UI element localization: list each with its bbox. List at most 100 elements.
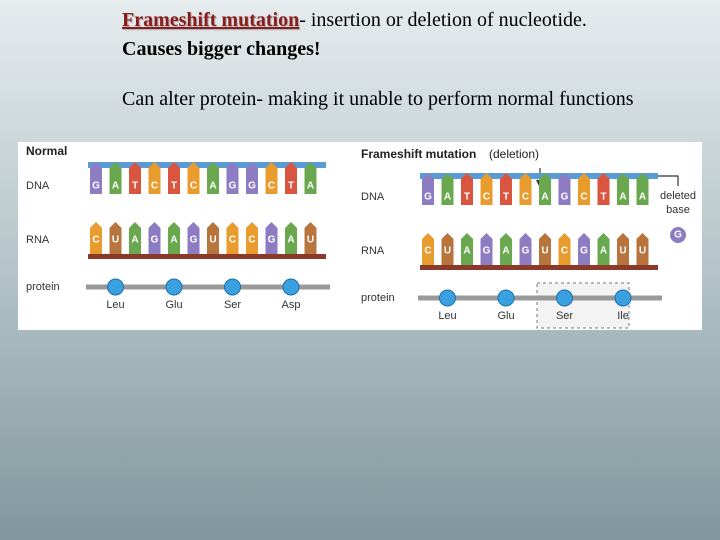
base-tip [285, 162, 297, 168]
base-letter: C [248, 235, 255, 246]
base-tip [480, 173, 493, 179]
base-stem [519, 239, 532, 265]
base-tip [187, 222, 200, 228]
base-letter: C [190, 181, 197, 192]
base-letter: A [600, 246, 607, 257]
base-letter: U [209, 235, 216, 246]
base-stem [207, 228, 219, 254]
amino-acid-label: Leu [106, 299, 124, 311]
base-tip [422, 173, 434, 179]
base-stem [558, 239, 571, 265]
base-stem [207, 168, 219, 194]
rna-backbone [420, 265, 658, 270]
base-tip [265, 162, 278, 168]
base-stem [480, 239, 493, 265]
row-label: RNA [361, 245, 385, 257]
base-stem [422, 239, 434, 265]
base-stem [148, 228, 161, 254]
base-tip [441, 173, 454, 179]
base-tip [304, 222, 317, 228]
base-letter: T [288, 181, 294, 192]
base-stem [109, 228, 122, 254]
amino-acid-label: Ser [556, 310, 573, 322]
base-stem [539, 179, 551, 205]
heading-definition: - insertion or deletion of nucleotide. [299, 9, 587, 31]
rna-backbone [88, 254, 326, 259]
base-stem [597, 239, 610, 265]
base-letter: C [561, 246, 568, 257]
base-stem [304, 228, 317, 254]
base-letter: A [170, 235, 177, 246]
base-letter: A [112, 181, 119, 192]
base-letter: G [561, 192, 569, 203]
base-letter: T [464, 192, 470, 203]
base-tip [168, 222, 180, 228]
row-label: protein [361, 292, 395, 304]
base-stem [422, 179, 434, 205]
base-letter: A [131, 235, 138, 246]
base-stem [304, 168, 317, 194]
base-tip [558, 173, 571, 179]
base-letter: A [444, 192, 451, 203]
base-tip [109, 162, 122, 168]
base-letter: U [541, 246, 548, 257]
base-letter: G [151, 235, 159, 246]
panel-subtitle: (deletion) [489, 147, 539, 161]
amino-acid [282, 278, 300, 296]
base-letter: A [639, 192, 646, 203]
panel-title: Frameshift mutation [361, 147, 476, 161]
heading-line: Frameshift mutation- insertion or deleti… [122, 6, 587, 35]
base-tip [461, 233, 473, 239]
base-tip [480, 233, 493, 239]
amino-acid-label: Ser [224, 299, 241, 311]
base-stem [461, 239, 473, 265]
changed-region [536, 282, 630, 329]
base-tip [500, 173, 512, 179]
base-letter: G [483, 246, 491, 257]
base-letter: U [444, 246, 451, 257]
base-tip [636, 233, 649, 239]
base-stem [285, 228, 297, 254]
base-tip [90, 162, 102, 168]
base-tip [578, 233, 590, 239]
amino-acid [165, 278, 183, 296]
base-letter: G [580, 246, 588, 257]
base-letter: U [619, 246, 626, 257]
base-stem [558, 179, 571, 205]
dna-backbone [88, 162, 326, 168]
base-tip [226, 222, 239, 228]
base-letter: A [463, 246, 470, 257]
base-stem [90, 228, 102, 254]
base-letter: C [522, 192, 529, 203]
base-tip [187, 162, 200, 168]
base-tip [265, 222, 278, 228]
base-letter: G [229, 181, 237, 192]
heading-emphasis: Causes bigger changes! [122, 38, 321, 60]
base-tip [304, 162, 317, 168]
amino-acid [614, 289, 632, 307]
base-letter: T [600, 192, 606, 203]
base-stem [539, 239, 551, 265]
dna-backbone [420, 173, 658, 179]
amino-acid [224, 278, 241, 296]
base-tip [578, 173, 590, 179]
amino-acid [497, 289, 515, 307]
base-letter: G [92, 181, 100, 192]
base-tip [597, 233, 610, 239]
base-stem [617, 179, 629, 205]
base-stem [461, 179, 473, 205]
deleted-label: deleted [660, 190, 696, 202]
base-stem [617, 239, 629, 265]
base-stem [636, 239, 649, 265]
deleted-label: base [666, 204, 690, 216]
base-tip [500, 233, 512, 239]
base-tip [129, 222, 141, 228]
base-letter: C [151, 181, 158, 192]
base-letter: G [190, 235, 198, 246]
normal-panel [18, 142, 355, 330]
base-letter: C [229, 235, 236, 246]
base-letter: G [248, 181, 256, 192]
base-letter: A [502, 246, 509, 257]
